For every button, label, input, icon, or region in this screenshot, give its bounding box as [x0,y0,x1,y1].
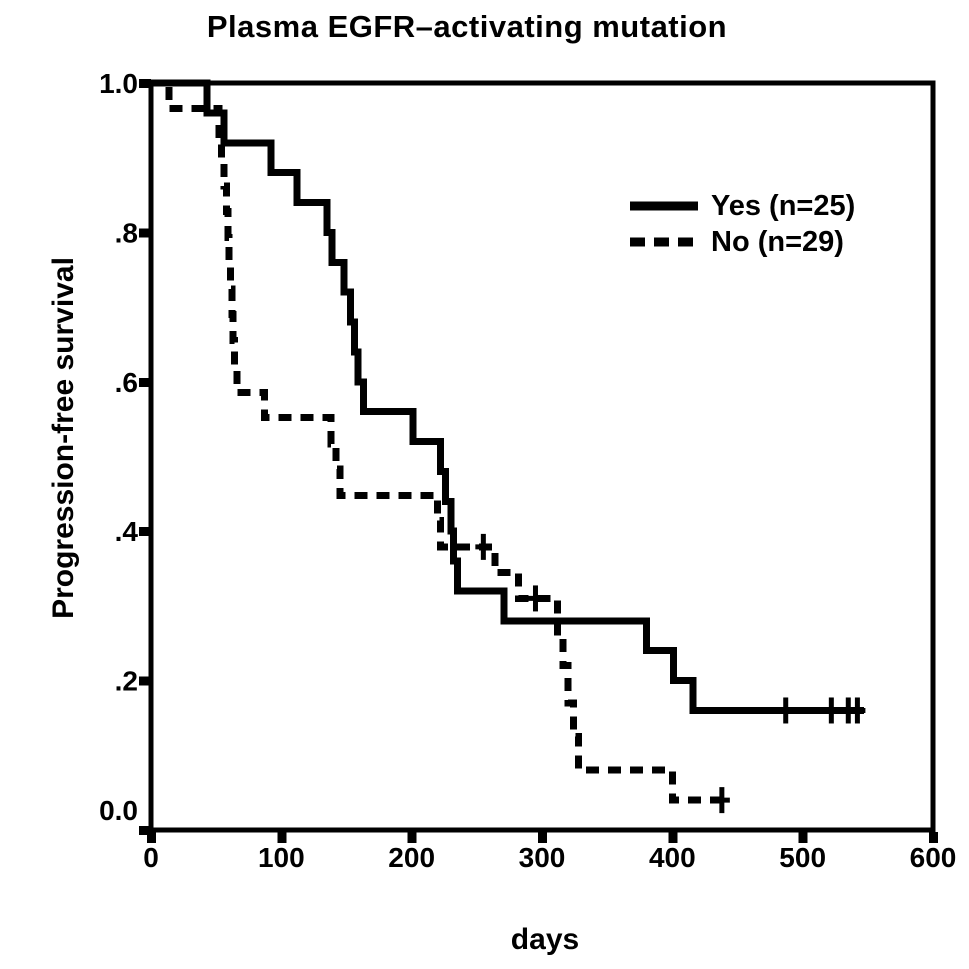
x-tick-label: 500 [779,842,826,873]
y-tick [139,527,151,537]
x-tick-label: 200 [388,842,435,873]
chart-title: Plasma EGFR–activating mutation [206,9,728,44]
y-tick-label: 0.0 [99,795,138,826]
x-tick [277,832,287,843]
legend-item-no: No (n=29) [630,224,855,260]
y-tick-label: .8 [115,217,138,248]
x-tick [798,832,808,843]
dashed-line-swatch-icon [630,237,698,247]
km-curve-yes [151,79,864,714]
y-tick [139,228,151,238]
y-tick [139,377,151,387]
legend-item-yes: Yes (n=25) [630,188,855,224]
y-tick-label: .6 [115,367,138,398]
legend-label-no: No (n=29) [711,225,844,258]
legend-label-yes: Yes (n=25) [711,189,856,222]
x-tick [407,832,417,843]
y-tick [139,826,151,835]
plot-frame [148,80,936,833]
x-tick [147,832,156,843]
x-tick-label: 0 [143,842,159,873]
x-tick-label: 600 [910,842,957,873]
km-curve-no [151,79,725,804]
x-axis-label: days [510,923,580,956]
y-tick-label: .2 [115,666,138,697]
y-tick [139,79,151,88]
y-tick-label: .4 [115,516,139,547]
solid-line-swatch-icon [630,201,698,211]
x-tick [538,832,547,843]
y-tick [139,676,151,686]
x-tick-label: 300 [519,842,566,873]
x-tick [668,832,678,843]
x-tick-label: 400 [649,842,696,873]
y-tick-label: 1.0 [99,68,138,99]
legend: Yes (n=25) No (n=29) [630,188,855,260]
x-tick-label: 100 [258,842,305,873]
x-tick [929,832,938,843]
